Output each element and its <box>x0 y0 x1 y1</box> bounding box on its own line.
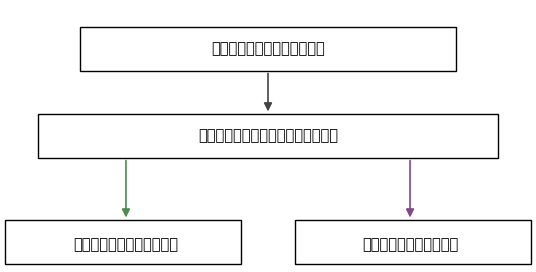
FancyBboxPatch shape <box>295 220 531 264</box>
FancyBboxPatch shape <box>80 27 456 71</box>
Text: 乌饭树叶多糖和蓝莓叶多糖粗步分离: 乌饭树叶多糖和蓝莓叶多糖粗步分离 <box>198 128 338 144</box>
FancyBboxPatch shape <box>38 114 498 158</box>
FancyBboxPatch shape <box>5 220 241 264</box>
Text: 乌饭树叶和蓝莓叶细胞壁破壁: 乌饭树叶和蓝莓叶细胞壁破壁 <box>211 41 325 57</box>
Text: 蓝莓叶多糖的进一步纯化: 蓝莓叶多糖的进一步纯化 <box>362 237 458 252</box>
Text: 乌饭树叶多糖的进一步纯化: 乌饭树叶多糖的进一步纯化 <box>73 237 178 252</box>
